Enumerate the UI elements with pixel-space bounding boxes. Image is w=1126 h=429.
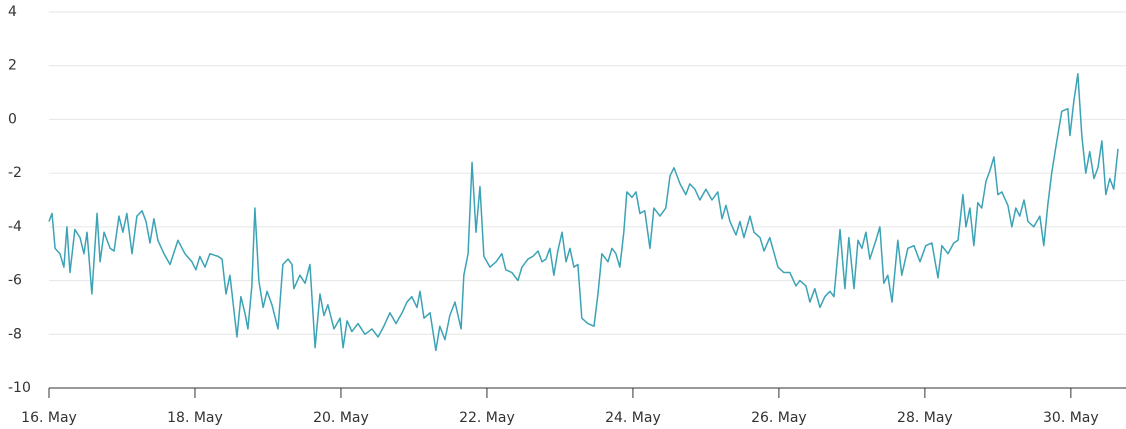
x-tick-label: 28. May — [897, 410, 953, 426]
y-tick-label: 4 — [8, 4, 17, 20]
y-tick-label: -2 — [8, 165, 22, 181]
y-tick-label: -6 — [8, 273, 22, 289]
x-tick-label: 18. May — [167, 410, 223, 426]
y-tick-label: -4 — [8, 219, 22, 235]
y-tick-label: -8 — [8, 326, 22, 342]
x-tick-label: 20. May — [313, 410, 369, 426]
y-tick-label: 0 — [8, 111, 17, 127]
x-tick-label: 22. May — [459, 410, 515, 426]
y-tick-label: 2 — [8, 58, 17, 74]
line-series — [48, 73, 1119, 352]
x-tick-label: 26. May — [751, 410, 807, 426]
x-tick-label: 24. May — [605, 410, 661, 426]
x-tick-label: 16. May — [21, 410, 77, 426]
y-tick-label: -10 — [8, 380, 31, 396]
x-tick-label: 30. May — [1043, 410, 1099, 426]
